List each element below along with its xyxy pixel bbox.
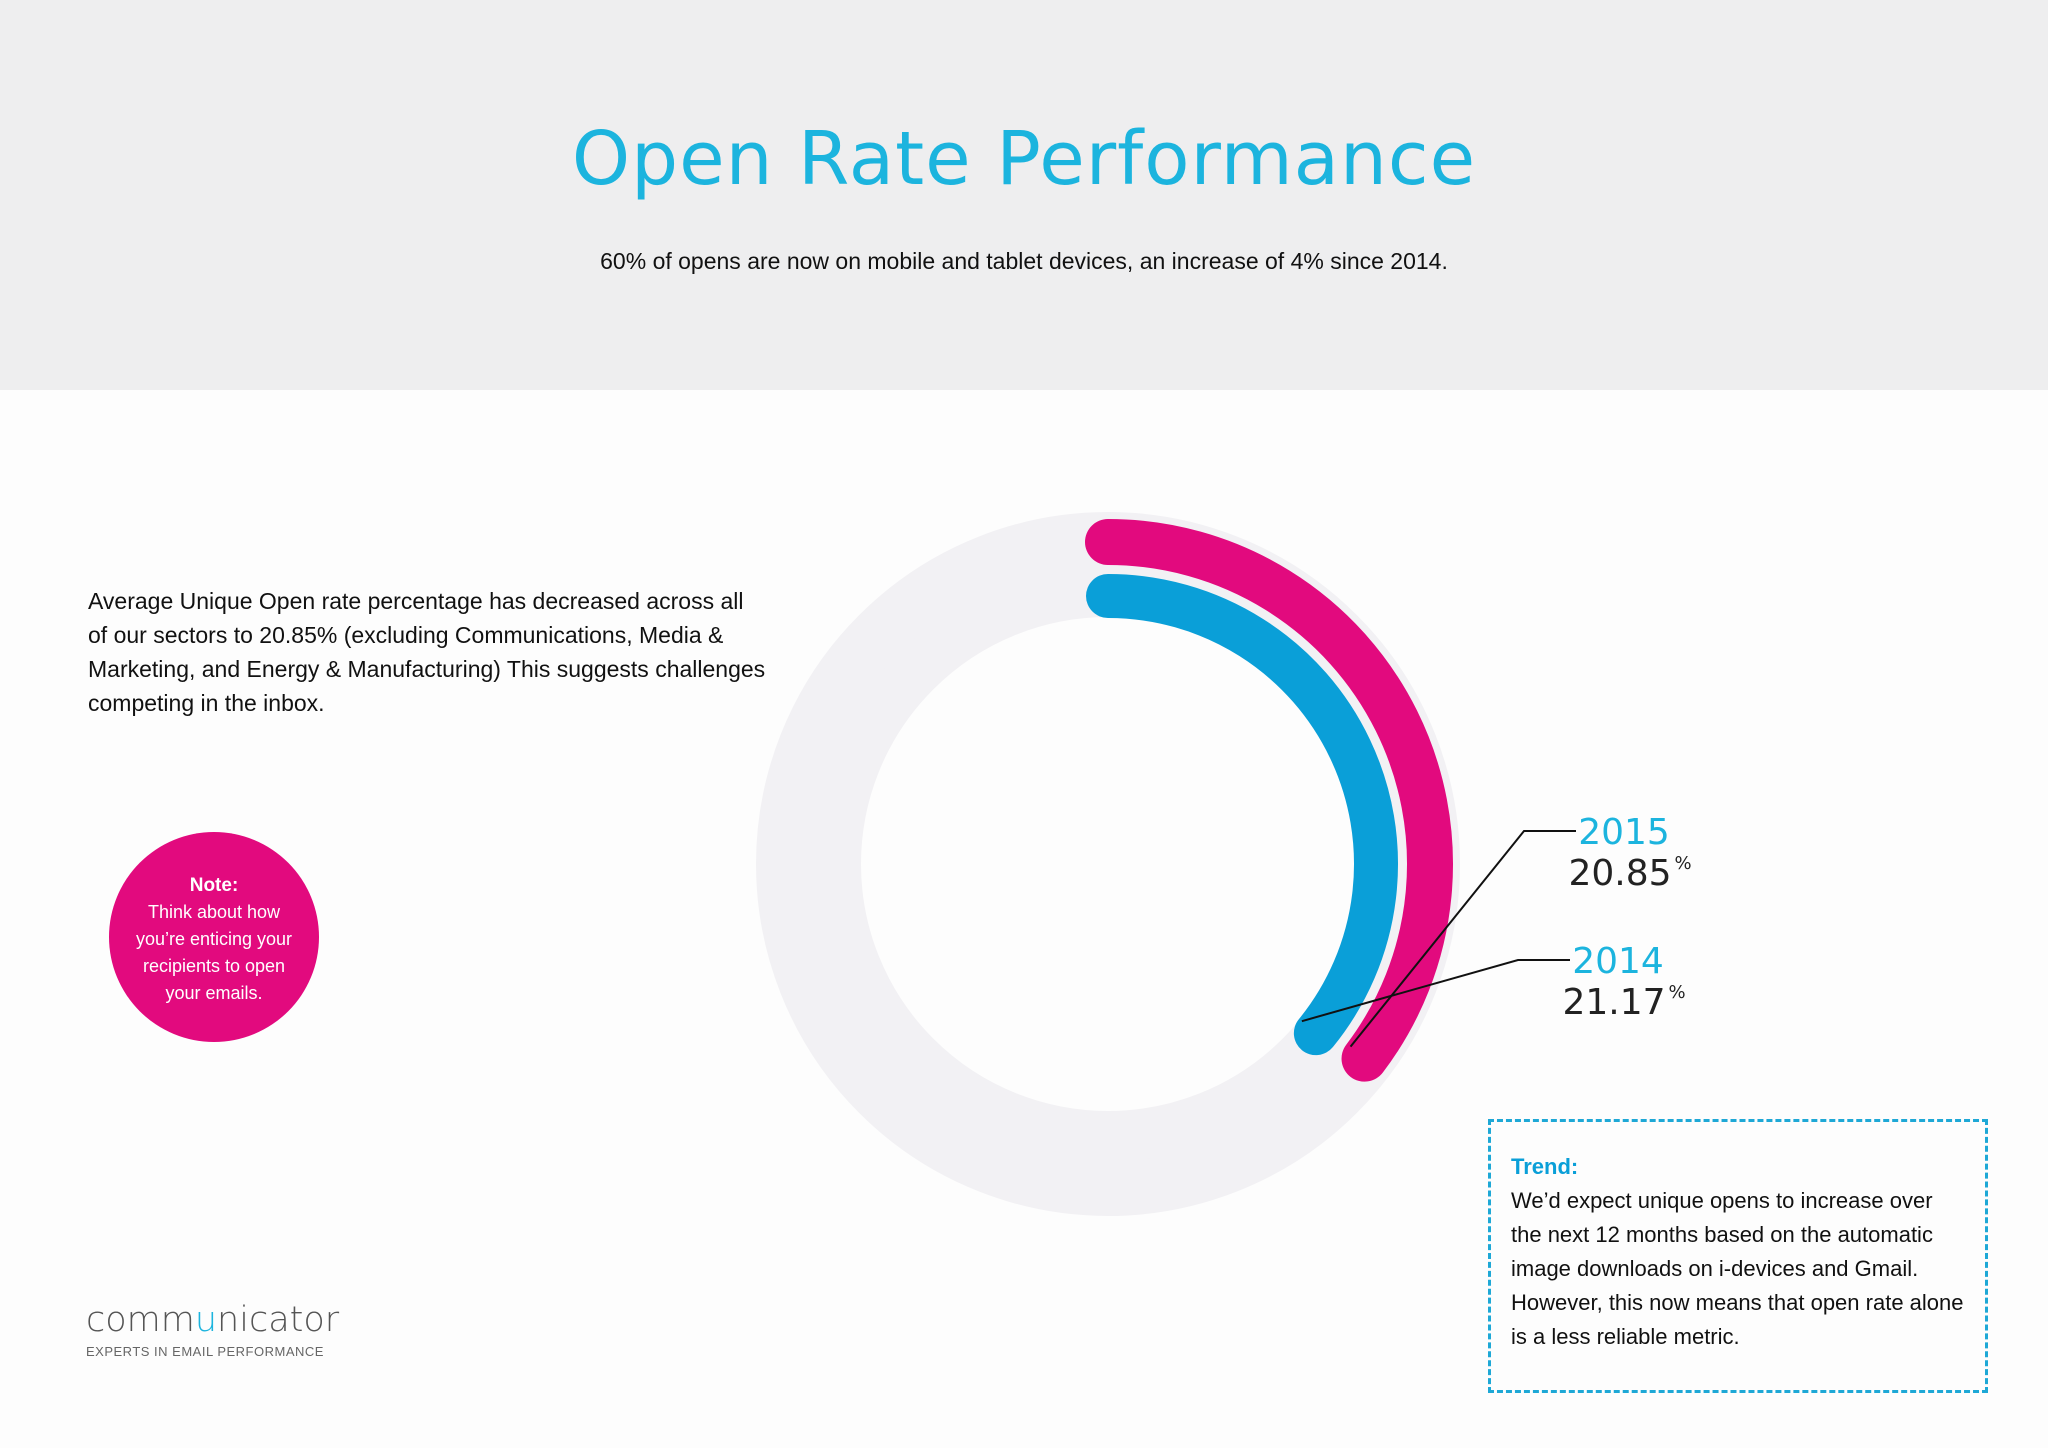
bar-arc-2014 xyxy=(1086,574,1398,1056)
series-label-2014: 2014 xyxy=(1572,941,1664,982)
trend-body: We’d expect unique opens to increase ove… xyxy=(1511,1188,1964,1349)
leader-line-2015 xyxy=(1349,830,1576,1048)
bar-arc-2015 xyxy=(1085,519,1453,1082)
value-unit-2014: % xyxy=(1669,982,1686,1003)
value-label-2015: 20.85 xyxy=(1568,853,1671,894)
trend-box: Trend: We’d expect unique opens to incre… xyxy=(1488,1119,1988,1393)
value-unit-2015: % xyxy=(1675,853,1692,874)
page-subtitle: 60% of opens are now on mobile and table… xyxy=(600,248,1448,274)
note-body: Think about how you’re enticing your rec… xyxy=(135,902,293,1003)
header-band: Open Rate Performance 60% of opens are n… xyxy=(0,0,2048,390)
intro-text: Average Unique Open rate percentage has … xyxy=(88,588,766,716)
logo-wordmark-post: nicator xyxy=(217,1300,340,1340)
trend-title: Trend: xyxy=(1511,1154,1579,1179)
page-title: Open Rate Performance xyxy=(571,116,1477,202)
logo-wordmark: communicator xyxy=(86,1300,339,1340)
logo-wordmark-accent: u xyxy=(194,1300,218,1340)
logo-tagline: EXPERTS IN EMAIL PERFORMANCE xyxy=(86,1344,324,1359)
logo-wordmark-pre: comm xyxy=(86,1300,195,1340)
value-label-2014: 21.17 xyxy=(1562,982,1665,1023)
leader-line-2014 xyxy=(1301,959,1570,1023)
note-title: Note: xyxy=(189,875,239,896)
note-bubble: Note: Think about how you’re enticing yo… xyxy=(109,832,319,1042)
communicator-logo: communicator EXPERTS IN EMAIL PERFORMANC… xyxy=(86,1300,339,1359)
series-label-2015: 2015 xyxy=(1578,812,1670,853)
